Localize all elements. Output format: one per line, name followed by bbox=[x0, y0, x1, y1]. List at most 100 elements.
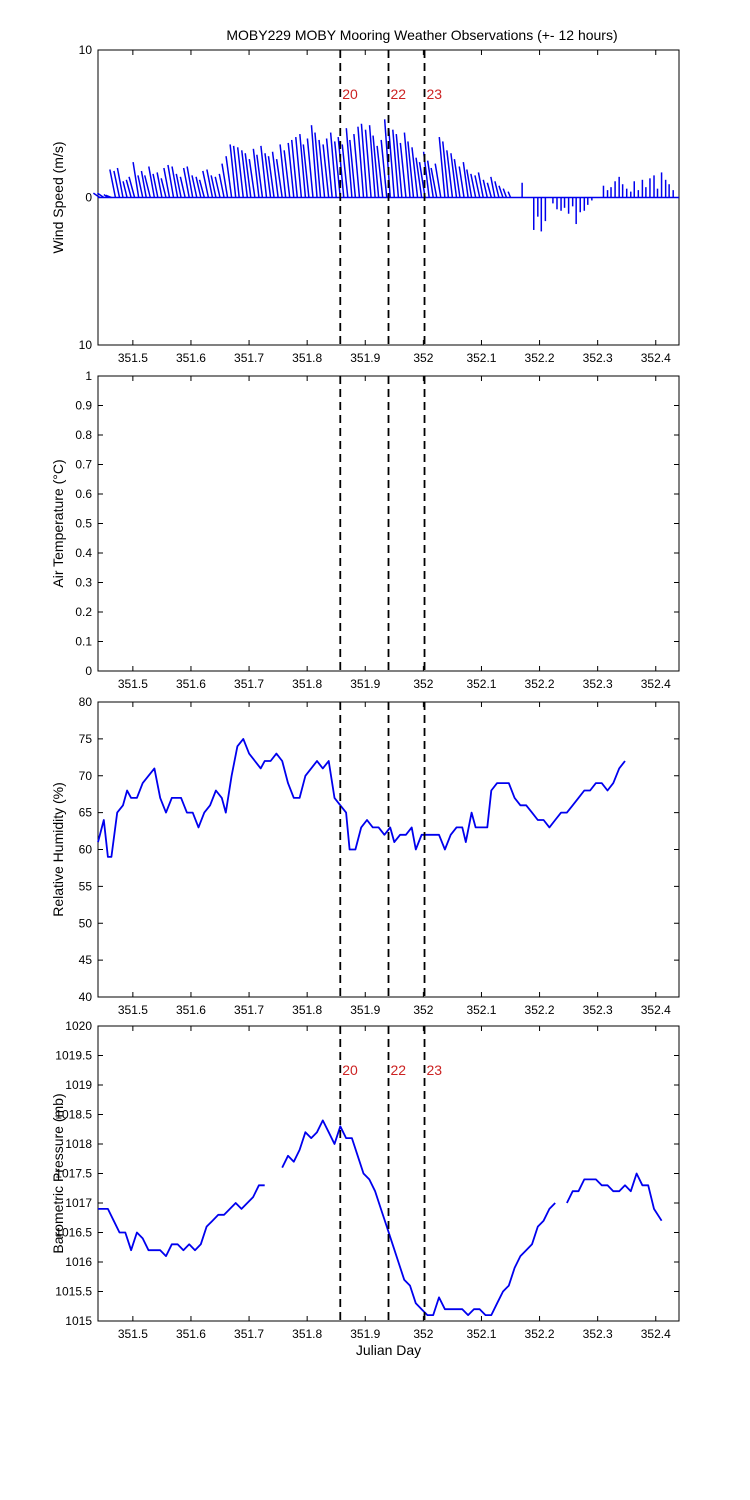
wind-stick bbox=[125, 179, 132, 198]
y-tick-label: 0.4 bbox=[75, 546, 92, 560]
x-tick-label: 352.3 bbox=[583, 1327, 613, 1341]
y-tick-label: 50 bbox=[79, 916, 93, 930]
wind-stick bbox=[470, 173, 477, 198]
y-tick-label: 55 bbox=[79, 879, 93, 893]
wind-stick bbox=[302, 144, 310, 198]
wind-stick bbox=[446, 150, 454, 198]
x-tick-label: 352 bbox=[413, 351, 433, 365]
wind-stick bbox=[182, 167, 190, 198]
wind-stick bbox=[438, 136, 446, 198]
x-tick-label: 352.4 bbox=[641, 1327, 671, 1341]
y-axis-label: Barometric Pressure (mb) bbox=[50, 1093, 66, 1253]
y-tick-label: 1018.5 bbox=[55, 1108, 92, 1122]
x-tick-label: 352.3 bbox=[583, 351, 613, 365]
y-axis-label: Air Temperature (°C) bbox=[50, 459, 66, 587]
x-tick-label: 351.7 bbox=[234, 351, 264, 365]
wind-stick bbox=[267, 156, 275, 198]
chart-panel-4: 351.5 351.6 351.7 351.8 351.9 352 352.1 352.2 35… bbox=[50, 1019, 680, 1358]
x-tick-label: 351.8 bbox=[292, 1003, 322, 1017]
event-label: 20 bbox=[342, 86, 358, 102]
wind-stick bbox=[283, 150, 291, 198]
wind-stick bbox=[140, 170, 147, 198]
wind-stick bbox=[295, 136, 303, 198]
x-tick-label: 351.7 bbox=[234, 1003, 264, 1017]
wind-stick bbox=[214, 176, 221, 198]
wind-stick bbox=[152, 173, 159, 198]
y-tick-label: 0.9 bbox=[75, 399, 92, 413]
wind-stick bbox=[240, 150, 249, 198]
series-line-segment bbox=[281, 1119, 556, 1316]
wind-stick bbox=[442, 141, 450, 198]
y-tick-label: 1019 bbox=[65, 1078, 92, 1092]
wind-stick bbox=[163, 167, 171, 198]
wind-stick bbox=[426, 160, 434, 198]
y-tick-label: 45 bbox=[79, 953, 93, 967]
wind-stick bbox=[458, 166, 465, 198]
y-tick-label: 1015 bbox=[65, 1314, 92, 1328]
y-axis-label: Wind Speed (m/s) bbox=[50, 141, 66, 253]
wind-stick bbox=[349, 139, 357, 198]
wind-stick bbox=[287, 142, 295, 198]
wind-stick bbox=[368, 125, 376, 198]
wind-stick bbox=[507, 191, 512, 198]
x-tick-label: 352.1 bbox=[466, 1327, 496, 1341]
wind-stick bbox=[202, 170, 210, 198]
y-tick-label: 0 bbox=[85, 664, 92, 678]
wind-stick bbox=[160, 178, 167, 198]
wind-stick bbox=[256, 154, 264, 198]
x-axis-label: Julian Day bbox=[356, 1342, 421, 1358]
x-tick-label: 351.9 bbox=[350, 677, 380, 691]
x-tick-label: 352.4 bbox=[641, 1003, 671, 1017]
wind-stick bbox=[186, 166, 194, 198]
x-tick-label: 351.9 bbox=[350, 1003, 380, 1017]
wind-stick bbox=[252, 148, 260, 198]
y-tick-label: 0.6 bbox=[75, 487, 92, 501]
wind-stick bbox=[275, 159, 283, 198]
series-line-segment bbox=[97, 738, 626, 858]
wind-stick bbox=[248, 159, 256, 198]
wind-stick bbox=[466, 169, 473, 198]
chart-panel-2: 351.5 351.6 351.7 351.8 351.9 352 352.1 352.2 35… bbox=[50, 369, 680, 691]
chart-panel-3: 351.5 351.6 351.7 351.8 351.9 352 352.1 352.2 35… bbox=[50, 695, 680, 1017]
y-tick-label: 1016 bbox=[65, 1255, 92, 1269]
wind-stick bbox=[403, 132, 411, 198]
x-tick-label: 351.5 bbox=[118, 351, 148, 365]
y-tick-label: 0 bbox=[85, 191, 92, 205]
wind-stick bbox=[399, 142, 407, 198]
wind-stick bbox=[171, 166, 179, 198]
wind-stick bbox=[179, 176, 186, 198]
wind-stick bbox=[143, 175, 152, 198]
wind-stick bbox=[380, 139, 388, 198]
y-axis-label: Relative Humidity (%) bbox=[50, 782, 66, 917]
wind-stick bbox=[229, 144, 237, 198]
wind-stick bbox=[244, 153, 252, 198]
wind-stick bbox=[191, 175, 198, 198]
x-tick-label: 352.2 bbox=[525, 351, 555, 365]
wind-stick bbox=[372, 135, 380, 198]
x-tick-label: 352.1 bbox=[466, 351, 496, 365]
wind-stick bbox=[137, 175, 144, 198]
wind-stick bbox=[490, 176, 496, 198]
wind-stick bbox=[364, 129, 372, 198]
wind-stick bbox=[279, 144, 287, 198]
y-tick-label: 70 bbox=[79, 769, 93, 783]
series-line-segment bbox=[566, 1172, 663, 1222]
x-tick-label: 352.1 bbox=[466, 677, 496, 691]
y-tick-label: 1017.5 bbox=[55, 1167, 92, 1181]
x-tick-label: 352.3 bbox=[583, 677, 613, 691]
wind-stick bbox=[156, 172, 163, 198]
wind-stick bbox=[430, 167, 438, 198]
x-tick-label: 351.7 bbox=[234, 1327, 264, 1341]
wind-stick bbox=[318, 139, 326, 198]
wind-stick bbox=[175, 173, 182, 198]
y-tick-label: 10 bbox=[79, 338, 93, 352]
wind-stick bbox=[345, 128, 353, 198]
wind-stick bbox=[128, 176, 136, 198]
wind-stick bbox=[218, 173, 225, 198]
wind-stick bbox=[360, 123, 368, 198]
y-tick-label: 0.1 bbox=[75, 635, 92, 649]
wind-stick bbox=[322, 144, 330, 198]
wind-stick bbox=[225, 156, 233, 198]
wind-stick bbox=[418, 161, 426, 198]
